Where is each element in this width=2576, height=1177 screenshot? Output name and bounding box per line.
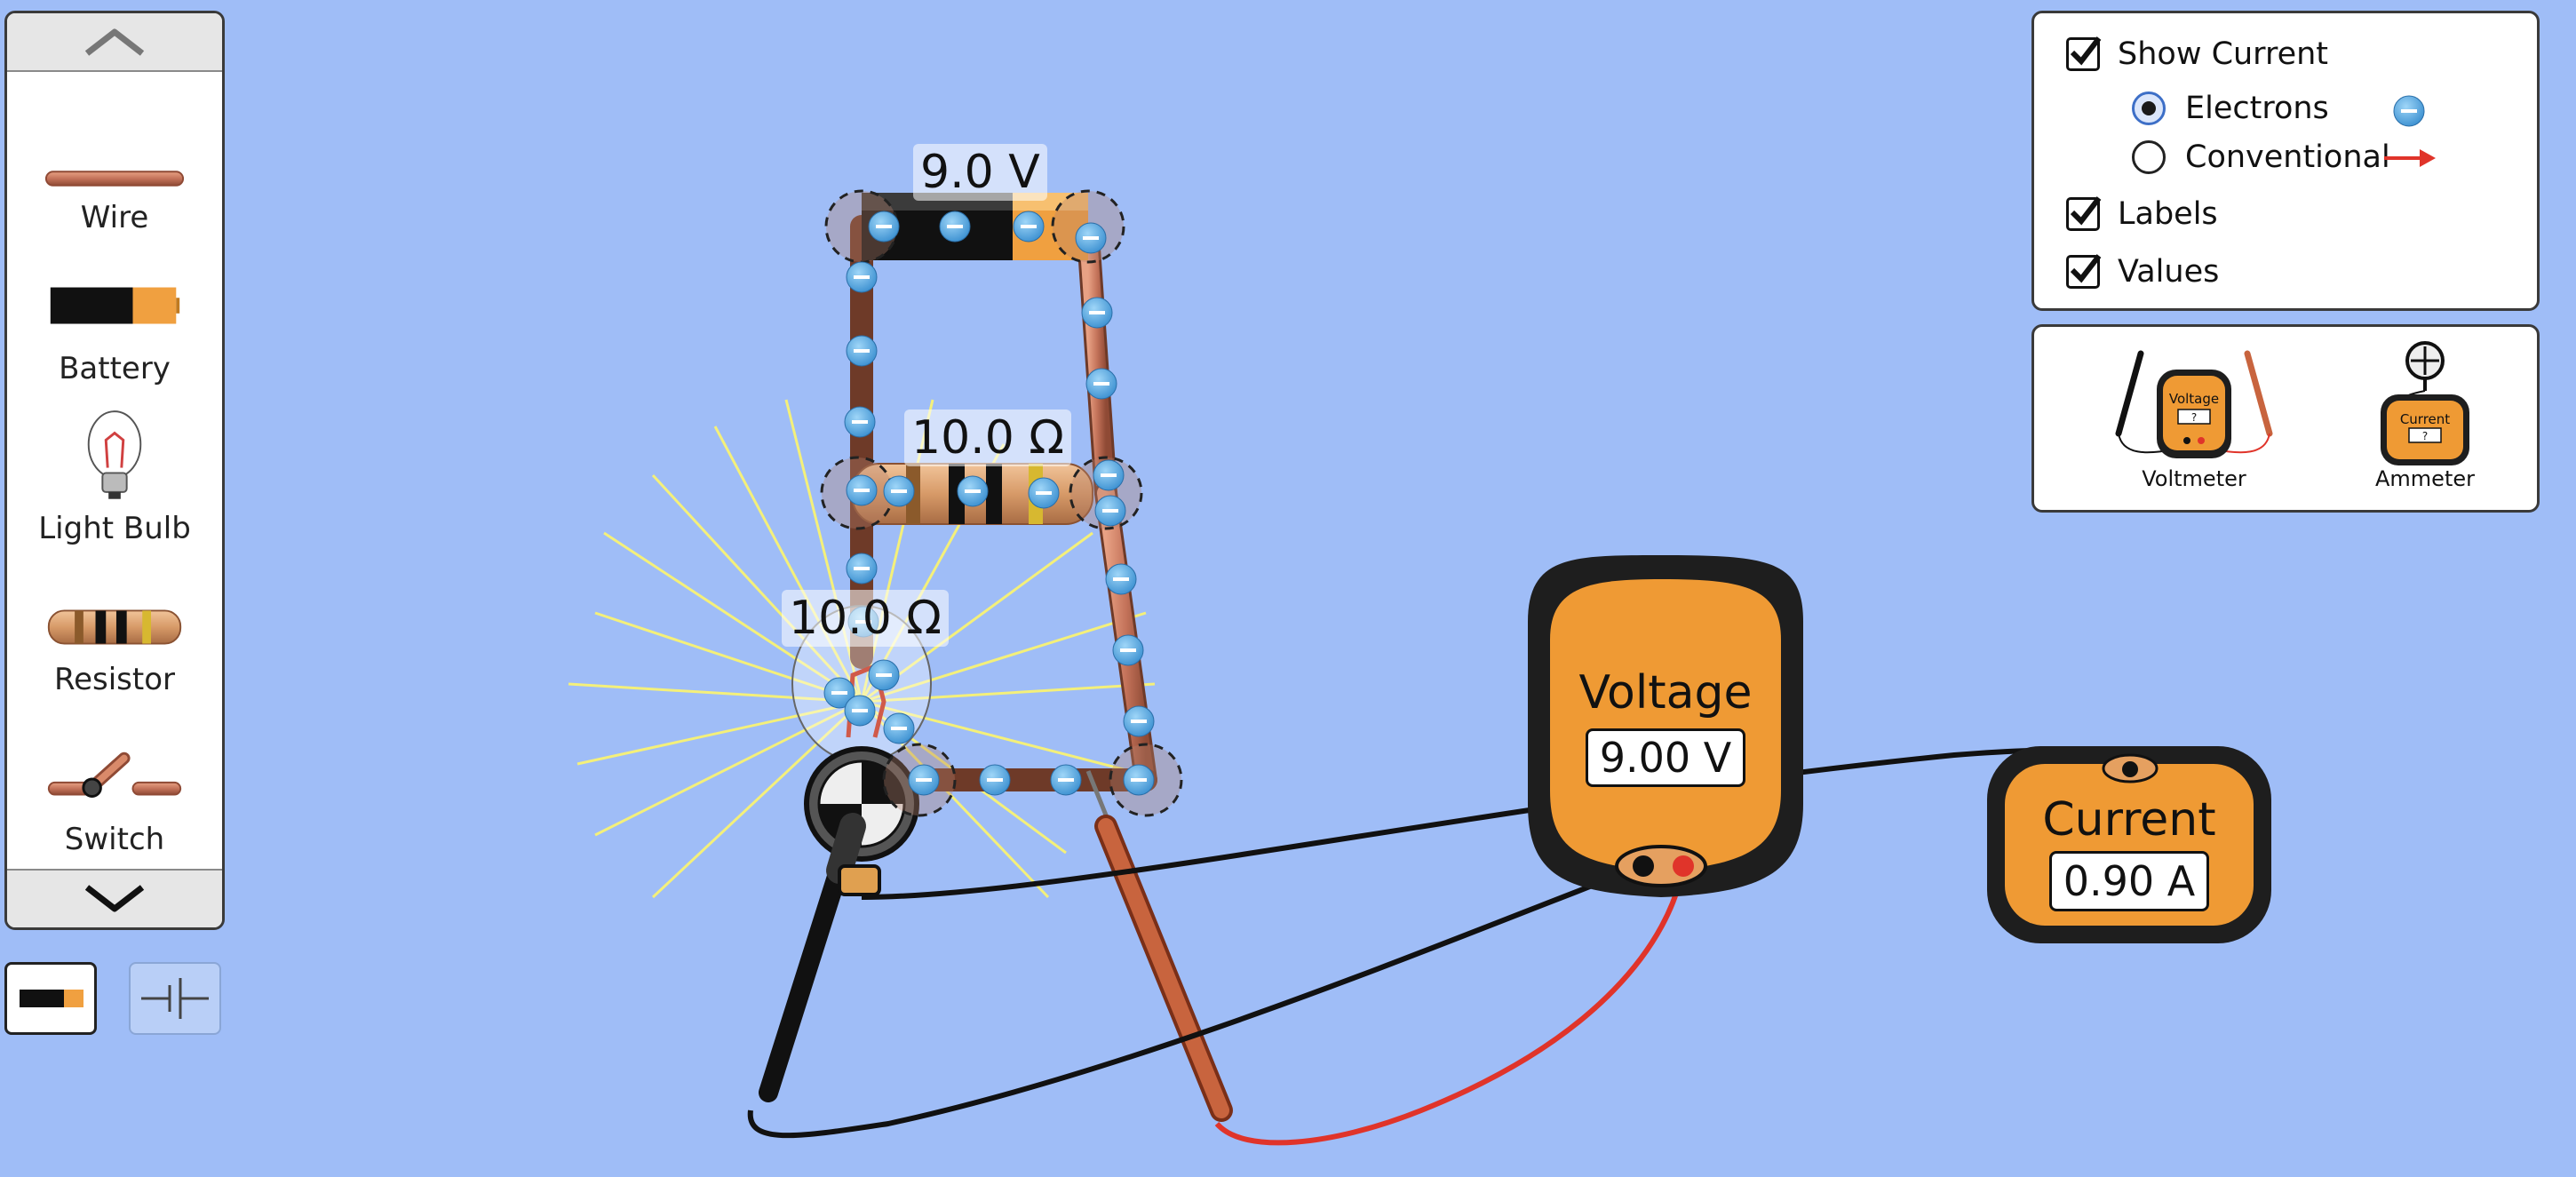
conventional-label: Conventional — [2185, 139, 2390, 175]
electron — [1050, 764, 1082, 796]
check-icon — [2070, 254, 2102, 283]
conventional-radio[interactable] — [2132, 140, 2166, 174]
electron — [868, 211, 900, 243]
electron — [846, 474, 878, 506]
electron — [1013, 211, 1045, 243]
toolbox-item-switch[interactable]: Switch — [7, 742, 222, 857]
electrons-option[interactable]: Electrons — [2132, 91, 2329, 126]
electron — [844, 406, 876, 438]
show-current-checkbox[interactable] — [2066, 36, 2102, 71]
electron — [1093, 459, 1125, 491]
battery-icon — [50, 287, 180, 324]
ammeter-tool[interactable]: Current ? — [2363, 336, 2487, 469]
wire-icon — [44, 171, 185, 187]
electrons-label: Electrons — [2185, 91, 2329, 126]
toolbox-label-light-bulb: Light Bulb — [38, 511, 191, 546]
toolbox-item-resistor[interactable]: Resistor — [7, 600, 222, 697]
ammeter-icon-readout: ? — [2422, 430, 2428, 442]
electron — [883, 712, 915, 744]
electron — [883, 475, 915, 507]
electron — [957, 475, 989, 507]
toolbox-item-light-bulb[interactable]: Light Bulb — [7, 404, 222, 546]
resistor-icon — [47, 609, 182, 645]
toolbox-scroll-up-button[interactable] — [7, 13, 222, 72]
black-lead-wire[interactable] — [747, 863, 1645, 1139]
electron — [846, 335, 878, 367]
electron — [1112, 634, 1144, 666]
toolbox-label-resistor: Resistor — [54, 662, 175, 697]
voltmeter-tool-icon: Voltage ? — [2115, 350, 2273, 458]
values-option[interactable]: Values — [2066, 254, 2219, 290]
show-current-option[interactable]: Show Current — [2066, 36, 2328, 72]
check-icon — [2070, 196, 2102, 226]
voltmeter-device[interactable] — [1528, 555, 1803, 897]
electron — [823, 677, 855, 709]
electron — [1085, 368, 1117, 400]
values-checkbox[interactable] — [2066, 254, 2102, 289]
ammeter-tool-icon: Current ? — [2381, 341, 2469, 465]
chevron-up-icon — [84, 28, 145, 56]
ammeter-tool-label: Ammeter — [2375, 466, 2475, 491]
lifelike-view-button[interactable] — [4, 962, 97, 1035]
electron-icon — [2393, 95, 2425, 127]
labels-checkbox[interactable] — [2066, 196, 2102, 231]
electron — [939, 211, 971, 243]
electron — [979, 764, 1011, 796]
voltmeter-tool-label: Voltmeter — [2142, 466, 2246, 491]
toolbox-label-wire: Wire — [80, 200, 149, 235]
toolbox-label-battery: Battery — [59, 351, 171, 386]
voltmeter-title: Voltage — [1578, 666, 1753, 720]
electron — [1075, 222, 1107, 254]
electron — [908, 764, 940, 796]
schematic-view-button[interactable] — [129, 962, 221, 1035]
conventional-option[interactable]: Conventional — [2132, 139, 2390, 175]
electrons — [823, 211, 1155, 796]
light-bulb-label: 10.0 Ω — [782, 590, 950, 647]
battery-label: 9.0 V — [913, 144, 1047, 201]
electron — [846, 553, 878, 585]
voltmeter-reading: 9.00 V — [1586, 728, 1745, 787]
component-toolbox: Wire Battery Light Bulb Resistor — [4, 11, 225, 930]
electron — [1123, 764, 1155, 796]
voltmeter-icon-readout: ? — [2191, 411, 2197, 424]
show-current-label: Show Current — [2118, 36, 2329, 72]
toolbox-scroll-down-button[interactable] — [7, 869, 222, 927]
ammeter-reading: 0.90 A — [2049, 851, 2209, 911]
electron — [1028, 477, 1060, 509]
electron — [868, 659, 900, 691]
labels-label: Labels — [2118, 196, 2218, 232]
toolbox-label-switch: Switch — [64, 822, 165, 857]
electron — [846, 261, 878, 293]
resistor-label: 10.0 Ω — [904, 410, 1072, 466]
electron — [1105, 563, 1137, 595]
voltmeter-icon-title: Voltage — [2169, 391, 2219, 407]
light-bulb-icon — [87, 410, 142, 499]
toolbox-item-battery[interactable]: Battery — [7, 271, 222, 386]
display-options-panel: Show Current Electrons Conventional Labe… — [2031, 11, 2540, 311]
electrons-radio[interactable] — [2132, 91, 2166, 125]
electron — [1081, 297, 1113, 329]
voltmeter-black-probe[interactable] — [759, 813, 881, 1102]
toolbox-item-wire[interactable]: Wire — [7, 147, 222, 235]
electron — [844, 695, 876, 727]
labels-option[interactable]: Labels — [2066, 196, 2218, 232]
red-lead-wire[interactable] — [1214, 865, 1686, 1146]
voltmeter-red-probe[interactable] — [1085, 770, 1233, 1122]
values-label: Values — [2118, 254, 2220, 290]
voltmeter-tool[interactable]: Voltage ? — [2105, 345, 2283, 505]
check-icon — [2070, 36, 2102, 66]
electron — [1094, 495, 1126, 527]
chevron-down-icon — [84, 885, 145, 912]
conventional-arrow-icon — [2384, 149, 2436, 167]
electron — [1123, 705, 1155, 737]
measurement-tools-panel: Voltage ? Voltmeter Current ? Ammeter — [2031, 324, 2540, 513]
schematic-battery-icon — [141, 978, 209, 1019]
battery-view-icon — [20, 990, 83, 1007]
ammeter-title: Current — [2042, 793, 2216, 847]
switch-icon — [47, 752, 182, 798]
ammeter-icon-title: Current — [2400, 411, 2450, 427]
